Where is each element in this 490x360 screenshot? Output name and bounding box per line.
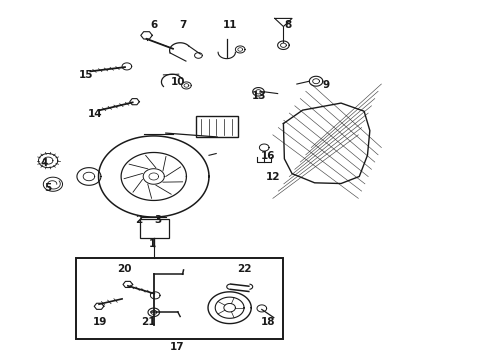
- Text: 4: 4: [41, 158, 48, 168]
- Text: 3: 3: [154, 215, 161, 225]
- Bar: [140, 219, 169, 238]
- Text: 17: 17: [170, 342, 184, 351]
- Text: 16: 16: [261, 151, 275, 161]
- Text: 14: 14: [88, 109, 102, 119]
- Text: 9: 9: [322, 80, 329, 90]
- Text: 10: 10: [171, 77, 185, 87]
- Text: 12: 12: [266, 172, 280, 182]
- Text: 8: 8: [285, 20, 292, 30]
- Text: 13: 13: [252, 91, 267, 101]
- Text: 7: 7: [179, 20, 186, 30]
- Text: 19: 19: [93, 317, 107, 327]
- Text: 6: 6: [150, 20, 157, 30]
- Text: 2: 2: [135, 215, 142, 225]
- Text: 22: 22: [237, 264, 251, 274]
- Bar: [76, 258, 283, 339]
- Text: 5: 5: [45, 183, 52, 193]
- Text: 1: 1: [149, 239, 156, 249]
- Text: 20: 20: [117, 264, 131, 274]
- Text: 18: 18: [261, 317, 275, 327]
- Bar: [196, 117, 238, 137]
- Text: 11: 11: [222, 20, 237, 30]
- Text: 15: 15: [78, 70, 93, 80]
- Text: 21: 21: [141, 317, 155, 327]
